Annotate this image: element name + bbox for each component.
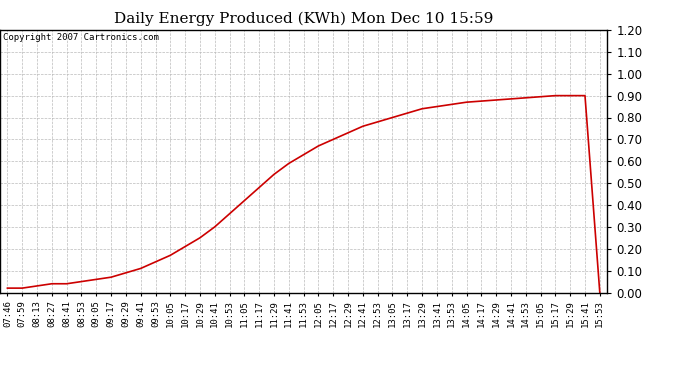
Text: Daily Energy Produced (KWh) Mon Dec 10 15:59: Daily Energy Produced (KWh) Mon Dec 10 1… xyxy=(114,11,493,26)
Text: Copyright 2007 Cartronics.com: Copyright 2007 Cartronics.com xyxy=(3,33,159,42)
